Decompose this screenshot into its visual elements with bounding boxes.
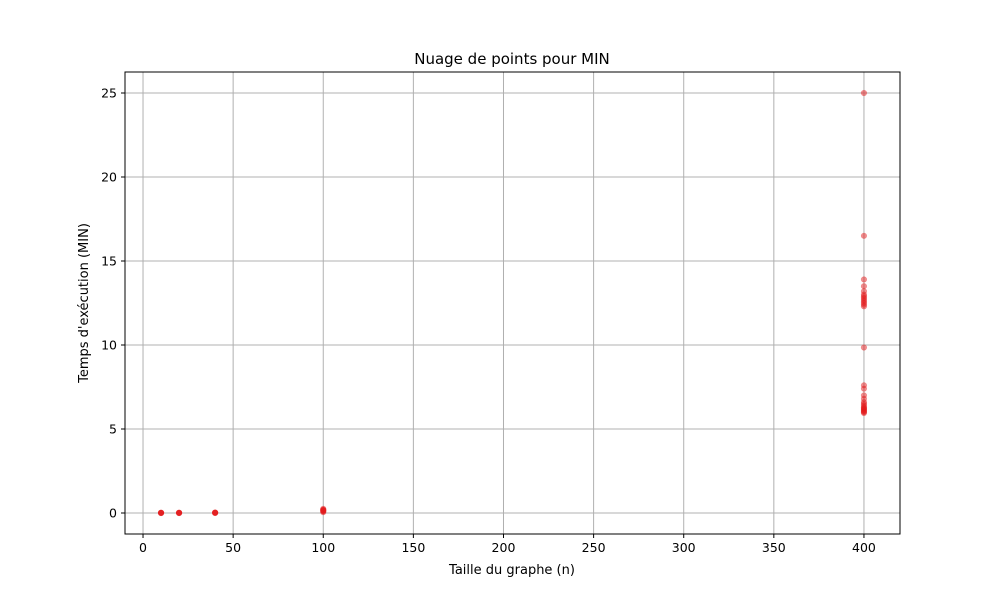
y-tick-label: 0 (109, 506, 117, 521)
x-axis: 0 50 100 150 200 250 300 350 400 (139, 534, 876, 555)
data-point (860, 276, 868, 283)
data-point (860, 409, 868, 417)
data-points (157, 89, 868, 517)
y-axis: 0 5 10 15 20 25 (101, 86, 125, 521)
chart-title: Nuage de points pour MIN (414, 50, 610, 68)
data-point (860, 89, 868, 97)
data-point (175, 509, 183, 516)
plot-background (125, 72, 900, 534)
data-point (860, 344, 868, 351)
x-tick-label: 300 (672, 540, 696, 555)
y-tick-label: 25 (101, 86, 117, 101)
y-tick-label: 20 (101, 170, 117, 185)
x-tick-label: 100 (311, 540, 335, 555)
y-tick-label: 5 (109, 422, 117, 437)
x-tick-label: 0 (139, 540, 147, 555)
y-tick-label: 15 (101, 254, 117, 269)
data-point (320, 506, 327, 514)
x-tick-label: 50 (225, 540, 241, 555)
data-point (860, 303, 868, 310)
x-tick-label: 150 (401, 540, 425, 555)
grid (125, 72, 900, 534)
data-point (860, 232, 868, 239)
y-axis-label: Temps d'exécution (MIN) (77, 223, 92, 384)
y-tick-label: 10 (101, 338, 117, 353)
data-point (157, 509, 165, 516)
x-tick-label: 350 (762, 540, 786, 555)
x-tick-label: 200 (492, 540, 516, 555)
x-axis-label: Taille du graphe (n) (448, 563, 575, 578)
x-tick-label: 400 (852, 540, 876, 555)
data-point (212, 509, 219, 516)
plot-frame (124, 71, 901, 535)
data-point (860, 385, 868, 392)
x-tick-label: 250 (582, 540, 606, 555)
plot-area: 0 50 100 150 200 250 300 350 400 0 5 10 15 20 25 (101, 71, 901, 555)
